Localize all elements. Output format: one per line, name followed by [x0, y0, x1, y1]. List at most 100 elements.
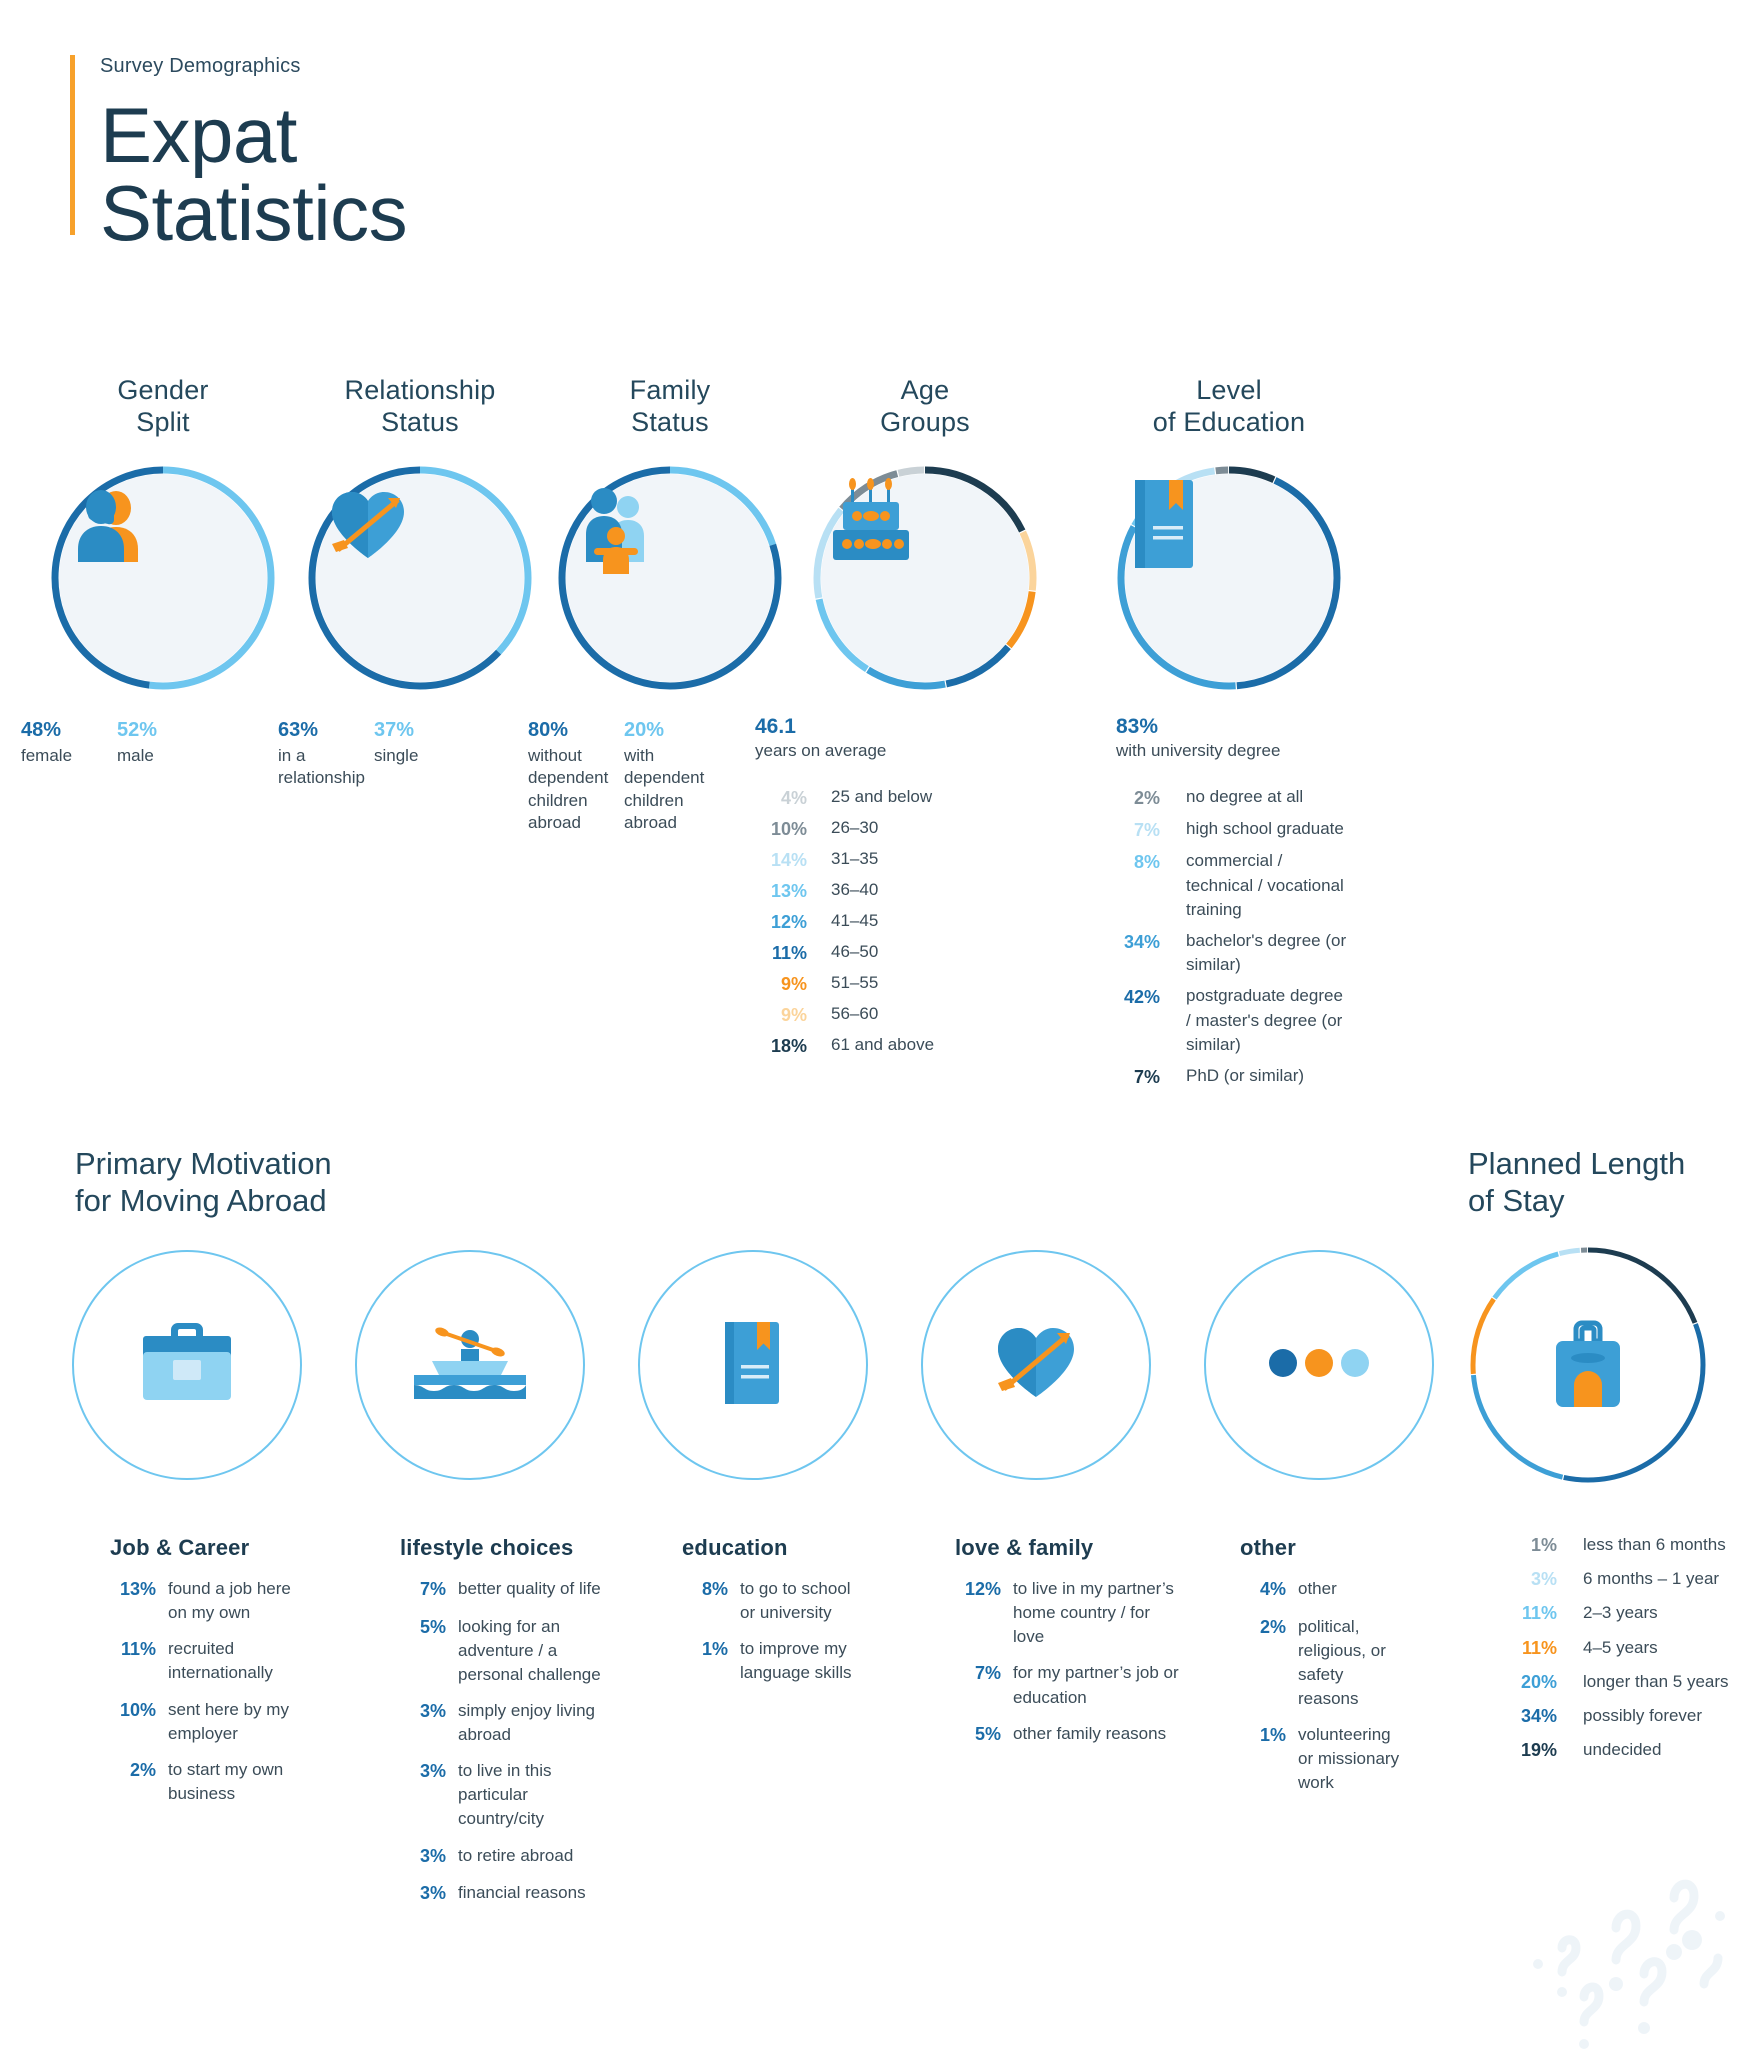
list-item-label: 56–60: [831, 1004, 879, 1024]
category-items: 12% to live in my partner’s home country …: [955, 1577, 1180, 1747]
list-item-label: found a job here on my own: [168, 1579, 291, 1623]
category-heading: lifestyle choices: [400, 1535, 574, 1560]
motivation-column-love-family: love & family 12% to live in my partner’s…: [955, 1535, 1180, 1759]
list-item: 19% undecided: [1505, 1738, 1754, 1763]
category-items: 13% found a job here on my own 11% recruite…: [110, 1577, 310, 1806]
legend-item: 63% in a relationship: [278, 715, 374, 790]
demo-title: Level of Education: [1116, 375, 1342, 439]
list-item-percent: 4%: [780, 787, 807, 808]
family-donut-chart: [557, 465, 783, 691]
list-item-label: sent here by my employer: [168, 1699, 289, 1743]
list-item-label: to start my own business: [168, 1759, 284, 1803]
list-item: 13% 36–40: [755, 878, 1095, 904]
demo-title-line1: Relationship: [344, 375, 496, 405]
demo-card-gender-split: Gender Split: [0, 375, 333, 767]
list-item-label: looking for an adventure / a personal ch…: [458, 1616, 601, 1684]
list-item-label: 31–35: [831, 848, 879, 868]
list-item-label: less than 6 months: [1583, 1535, 1726, 1554]
list-item: 10% 26–30: [755, 816, 1095, 842]
list-item: 14% 31–35: [755, 847, 1095, 873]
category-heading: education: [682, 1535, 788, 1560]
stay-title-line1: Planned Length: [1468, 1146, 1686, 1181]
list-item-percent: 7%: [1133, 1067, 1160, 1088]
motivation-column-education: education 8% to go to school or universit…: [682, 1535, 862, 1698]
list-item: 8% commercial / technical / vocational tr…: [1116, 849, 1450, 923]
motivation-column-job-career: Job & Career 13% found a job here on my o…: [110, 1535, 310, 1818]
list-item: 3% simply enjoy living abroad: [400, 1699, 615, 1747]
category-items: 4% other 2% political, religious, or safety…: [1240, 1577, 1400, 1795]
list-item: 11% 46–50: [755, 940, 1095, 966]
legend-pct: 20%: [624, 718, 665, 741]
demo-title-line2: Groups: [880, 406, 970, 437]
list-item-percent: 1%: [1530, 1535, 1557, 1555]
list-item-label: recruited internationally: [168, 1639, 273, 1683]
motivation-column-lifestyle-choices: lifestyle choices 7% better quality of li…: [400, 1535, 615, 1919]
list-item: 3% to retire abroad: [400, 1844, 615, 1870]
page-title-line1: Expat: [100, 91, 297, 179]
list-item-label: to retire abroad: [458, 1845, 574, 1865]
demo-title-line1: Level: [1196, 375, 1262, 405]
list-item-label: 4–5 years: [1583, 1637, 1658, 1657]
stay-list: 1% less than 6 months 3% 6 months – 1 year 1…: [1505, 1533, 1754, 1772]
demo-title-line1: Family: [629, 375, 711, 405]
list-item: 20% longer than 5 years: [1505, 1670, 1754, 1695]
legend-item: 37% single: [374, 715, 470, 790]
heart-arrow-icon: [984, 1311, 1088, 1420]
list-item-percent: 7%: [974, 1663, 1001, 1684]
legend-pct: 63%: [278, 718, 319, 741]
list-item-label: simply enjoy living abroad: [458, 1700, 595, 1745]
list-item-percent: 9%: [780, 1005, 807, 1026]
list-item-label: 6 months – 1 year: [1583, 1569, 1720, 1589]
list-item: 7% better quality of life: [400, 1577, 615, 1603]
list-item: 18% 61 and above: [755, 1033, 1095, 1059]
list-item-percent: 11%: [771, 943, 807, 964]
list-item: 11% recruited internationally: [110, 1637, 310, 1685]
demo-title-line1: Age: [900, 375, 950, 405]
education-legend: 83% with university degree 2% no degree a…: [1116, 715, 1450, 1090]
relationship-donut-chart: [307, 465, 533, 691]
legend-pct: 48%: [21, 718, 62, 741]
page-title: Expat Statistics: [100, 91, 408, 252]
motivation-circle-education: [638, 1250, 868, 1480]
legend-pct: 52%: [117, 718, 158, 741]
list-item-label: high school graduate: [1186, 818, 1344, 838]
demo-title-line2: Split: [136, 406, 190, 437]
list-item: 4% 25 and below: [755, 785, 1095, 811]
list-item-percent: 2%: [129, 1759, 156, 1780]
demographics-row: Gender Split: [0, 375, 1754, 1087]
list-item-label: PhD (or similar): [1186, 1066, 1305, 1086]
legend-label: female: [21, 745, 73, 765]
list-item-percent: 34%: [1123, 931, 1160, 952]
list-item-percent: 3%: [1530, 1569, 1557, 1590]
list-item-label: financial reasons: [458, 1883, 586, 1903]
list-item-percent: 14%: [770, 849, 807, 870]
family-legend: 80% without dependent children abroad 20…: [500, 715, 840, 835]
legend-label: without dependent children abroad: [528, 745, 609, 833]
list-item-percent: 5%: [974, 1723, 1001, 1744]
age-donut-chart: [812, 465, 1038, 691]
list-item: 1% less than 6 months: [1505, 1533, 1754, 1558]
list-item: 12% 41–45: [755, 909, 1095, 935]
list-item-label: 25 and below: [831, 786, 933, 806]
list-item-percent: 18%: [770, 1036, 807, 1057]
age-average-value: 46.1: [755, 714, 796, 738]
list-item-percent: 13%: [119, 1579, 156, 1599]
list-item: 12% to live in my partner’s home country …: [955, 1577, 1180, 1649]
legend-item: 20% with dependent children abroad: [624, 715, 720, 835]
family-icon-container: [566, 473, 774, 682]
briefcase-icon: [133, 1318, 241, 1413]
list-item-label: 2–3 years: [1583, 1603, 1658, 1623]
list-item-percent: 4%: [1259, 1579, 1286, 1599]
list-item-percent: 2%: [1133, 787, 1160, 808]
list-item-label: possibly forever: [1583, 1705, 1703, 1725]
list-item-percent: 7%: [419, 1579, 446, 1599]
age-group-list: 4% 25 and below 10% 26–30 14% 31–35 13% 36–40 12…: [755, 785, 1095, 1060]
legend-item: 48% female: [21, 715, 117, 767]
list-item-percent: 3%: [419, 1883, 446, 1904]
demo-card-relationship-status: Relationship Status: [250, 375, 590, 790]
age-icon-container: [821, 473, 1029, 682]
list-item: 9% 56–60: [755, 1002, 1095, 1028]
motivation-circles: [0, 1247, 1754, 1500]
page-kicker: Survey Demographics: [100, 55, 301, 77]
list-item-percent: 9%: [780, 974, 807, 995]
